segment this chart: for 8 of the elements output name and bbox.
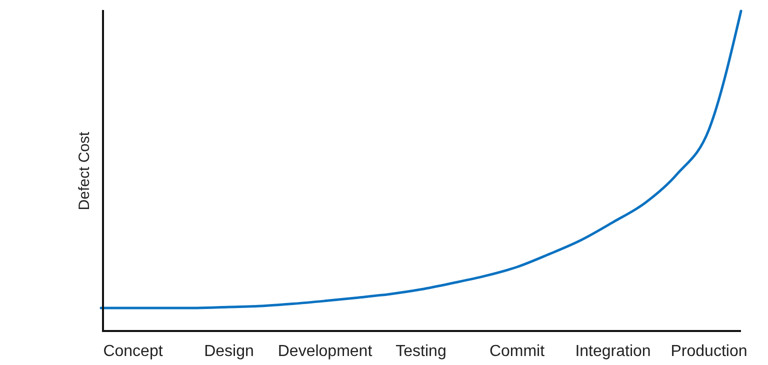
x-tick-label: Production	[670, 343, 748, 360]
y-axis-title: Defect Cost	[76, 130, 93, 210]
x-tick-label: Design	[204, 343, 254, 360]
x-tick-label: Commit	[489, 343, 546, 360]
x-tick-label: Testing	[396, 343, 446, 360]
x-tick-label: Concept	[103, 343, 164, 360]
x-tick-label: Integration	[575, 343, 651, 360]
x-tick-label: Development	[278, 343, 373, 360]
